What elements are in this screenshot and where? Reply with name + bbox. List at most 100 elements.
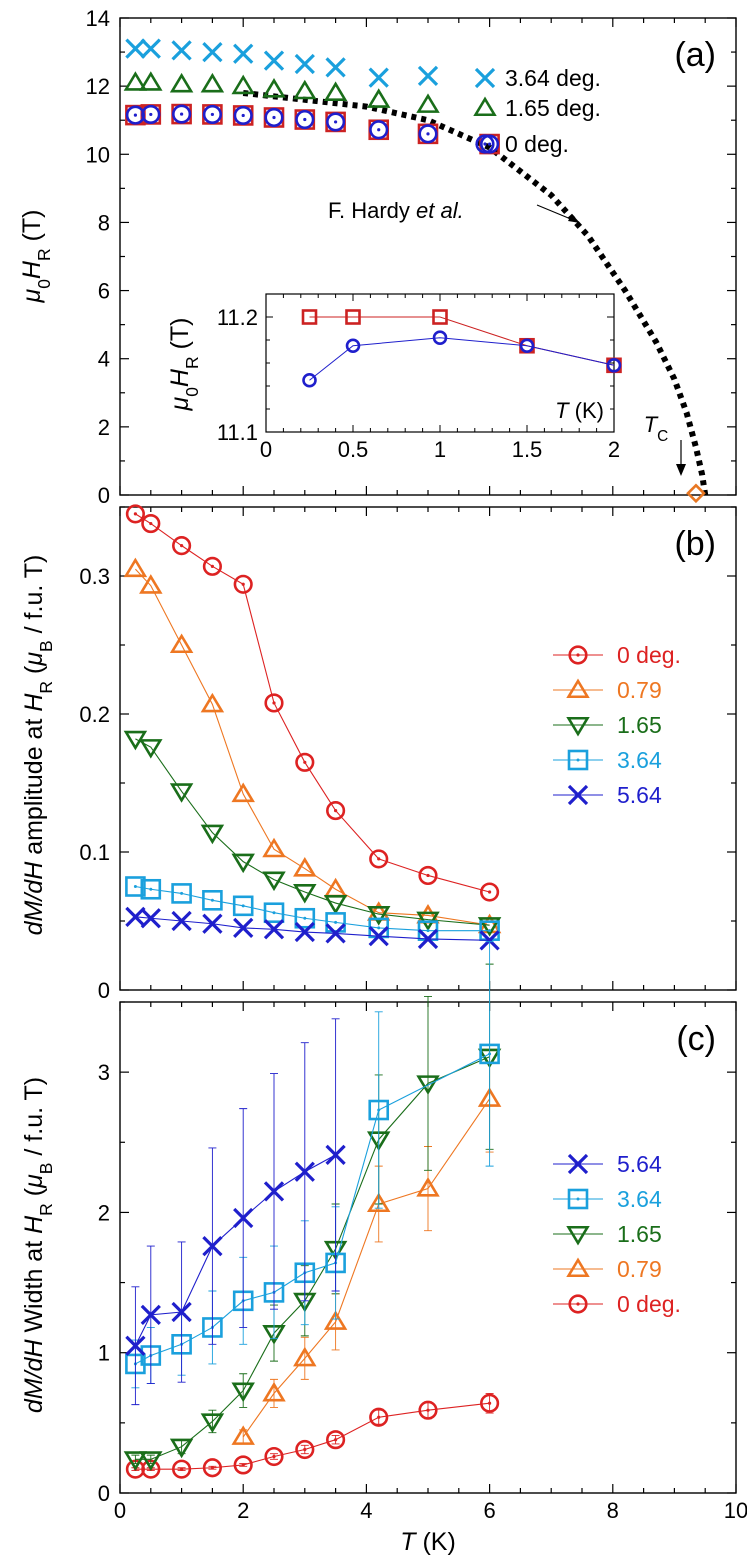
data-point-dot xyxy=(241,1463,245,1467)
data-point xyxy=(479,1043,500,1065)
series-c-4 xyxy=(125,1018,346,1406)
data-point xyxy=(125,38,146,59)
x-tick-label: 0 xyxy=(114,1498,126,1523)
data-point xyxy=(418,124,438,144)
data-point xyxy=(172,104,192,124)
data-point xyxy=(202,1458,222,1478)
data-point-dot xyxy=(377,128,381,132)
tc-marker xyxy=(686,483,706,504)
data-point xyxy=(263,50,285,71)
data-point xyxy=(200,692,225,713)
data-point xyxy=(325,57,346,78)
inset-x-tick-label: 1 xyxy=(434,437,446,462)
data-point-dot xyxy=(272,911,276,915)
x-tick-label: 4 xyxy=(360,1498,372,1523)
y-tick-label: 0 xyxy=(98,1481,110,1506)
data-point xyxy=(295,109,315,130)
data-point-dot xyxy=(210,1466,214,1470)
data-point-dot xyxy=(133,885,137,888)
data-point xyxy=(262,837,286,858)
data-point-dot xyxy=(377,926,381,930)
inset-y-label: μ0HR (T) xyxy=(166,317,202,411)
x-tick-label: 6 xyxy=(483,1498,495,1523)
x-axis-label: T (K) xyxy=(400,1528,456,1556)
data-point-dot xyxy=(180,891,184,895)
data-point-dot xyxy=(377,1415,381,1419)
legend-label: 1.65 xyxy=(617,712,662,738)
inset-data-point xyxy=(519,338,535,354)
data-point xyxy=(368,67,389,88)
data-point xyxy=(140,878,162,900)
data-point-dot xyxy=(334,1438,338,1442)
legend-label: 3.64 xyxy=(617,1186,662,1212)
y-tick-label: 0.3 xyxy=(79,564,110,589)
y-tick-label: 3 xyxy=(98,1060,110,1085)
legend-marker xyxy=(567,1188,589,1210)
inset-data-point xyxy=(345,309,361,325)
data-point xyxy=(369,1407,389,1427)
data-point-dot xyxy=(303,1447,307,1452)
data-point xyxy=(231,1425,255,1445)
data-point-dot xyxy=(303,117,307,122)
data-point xyxy=(263,902,285,924)
y-tick-label: 0 xyxy=(98,483,110,508)
data-point-dot xyxy=(488,929,492,933)
legend-label: 1.65 deg. xyxy=(505,95,601,121)
data-point xyxy=(123,71,148,91)
data-point xyxy=(480,1393,500,1413)
data-point xyxy=(418,865,438,886)
inset-x-label: T (K) xyxy=(555,398,604,423)
data-point xyxy=(416,93,440,113)
y-axis-label: dM/dH amplitude at HR (μB / f.u. T) xyxy=(20,555,56,936)
legend-label: 0 deg. xyxy=(617,1291,681,1317)
data-point xyxy=(294,921,315,943)
legend-marker xyxy=(567,749,589,771)
data-point-dot xyxy=(377,1108,381,1112)
data-point xyxy=(231,853,255,874)
series-b-4 xyxy=(125,906,500,951)
data-point xyxy=(139,1451,163,1471)
data-point xyxy=(294,53,315,75)
data-point xyxy=(263,919,285,940)
data-point xyxy=(368,1099,390,1121)
data-point xyxy=(262,1381,286,1402)
data-point xyxy=(231,782,255,803)
data-point xyxy=(295,1439,315,1460)
data-point xyxy=(125,1335,146,1356)
data-point xyxy=(326,112,346,132)
series-c-0 xyxy=(125,1392,500,1479)
data-point xyxy=(366,88,391,108)
data-point xyxy=(326,801,346,821)
data-point xyxy=(125,504,145,524)
data-point xyxy=(200,72,225,93)
data-point-dot xyxy=(303,760,307,764)
data-point xyxy=(169,1438,194,1459)
data-point-dot xyxy=(334,120,338,124)
data-point xyxy=(366,1192,391,1213)
legend-marker-dot xyxy=(576,758,580,762)
legend-label: 3.64 xyxy=(617,747,662,773)
data-point-dot xyxy=(488,1052,492,1056)
data-point-dot xyxy=(133,512,137,516)
series-3.64deg xyxy=(125,38,439,88)
series-b-1 xyxy=(123,557,502,934)
series-line xyxy=(134,568,490,926)
series-b-3 xyxy=(125,876,500,941)
data-point xyxy=(479,930,500,951)
data-point xyxy=(416,1177,440,1197)
data-point xyxy=(233,917,254,939)
data-point xyxy=(233,43,254,64)
y-tick-label: 14 xyxy=(86,6,110,31)
inset-x-tick-label: 0 xyxy=(260,437,272,462)
data-point xyxy=(200,1413,225,1433)
series-line xyxy=(135,738,490,926)
data-point xyxy=(202,913,223,934)
data-point-dot xyxy=(272,701,276,705)
data-point-dot xyxy=(488,1401,492,1405)
data-point xyxy=(477,917,502,937)
series-0deg xyxy=(125,104,500,154)
legend-marker xyxy=(566,1257,590,1278)
data-point xyxy=(293,857,317,877)
panel-c: 0 2 4 6 8 10 0 1 2 3 dM/dH Width at HR (μB / f.u. … xyxy=(20,941,747,1556)
